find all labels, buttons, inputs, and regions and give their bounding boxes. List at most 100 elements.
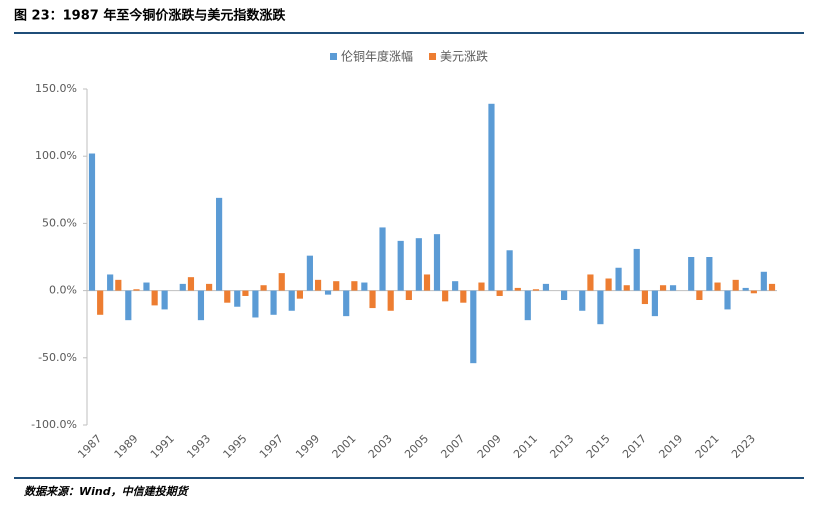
bar [206, 283, 213, 291]
bar [216, 197, 223, 291]
bar [669, 285, 677, 291]
bar [633, 248, 640, 291]
bar [423, 274, 431, 291]
x-tick-label: 1999 [293, 432, 322, 461]
bar [397, 240, 404, 291]
bar [742, 287, 749, 291]
bar [379, 227, 386, 291]
bar [125, 290, 132, 321]
bar [306, 255, 313, 291]
bar [107, 274, 114, 291]
bar [750, 290, 757, 294]
bar [288, 290, 295, 311]
bar [260, 285, 267, 291]
bar [351, 281, 358, 291]
y-tick-label: 150.0% [35, 82, 77, 95]
bar [143, 282, 150, 291]
bar [242, 290, 249, 296]
bar [524, 290, 531, 321]
bar [361, 282, 368, 291]
bar [506, 250, 513, 291]
x-tick-label: 2001 [330, 432, 359, 461]
bar [696, 290, 703, 301]
x-tick-label: 1997 [257, 432, 286, 461]
bar [270, 290, 277, 315]
bar [88, 153, 96, 291]
bar [768, 283, 776, 291]
bar [224, 290, 231, 303]
bar [133, 289, 140, 291]
y-tick-label: 100.0% [35, 149, 77, 162]
bar [452, 281, 459, 291]
bar [278, 273, 285, 291]
bar [542, 283, 550, 291]
legend-swatch [429, 53, 437, 60]
legend-label: 伦铜年度涨幅 [341, 49, 413, 64]
y-tick-label: -100.0% [31, 418, 77, 431]
x-tick-label: 2005 [402, 432, 431, 461]
bar [252, 290, 259, 318]
bar [333, 281, 340, 291]
x-tick-label: 1993 [184, 432, 213, 461]
bar [115, 279, 122, 291]
bar [234, 290, 241, 307]
bar [433, 234, 441, 291]
x-tick-label: 2003 [366, 432, 395, 461]
x-tick-label: 1995 [221, 432, 250, 461]
bar [587, 274, 594, 291]
legend-swatch [330, 53, 337, 60]
bar [478, 282, 485, 291]
bar [561, 290, 568, 301]
bar [369, 290, 376, 309]
y-tick-label: 50.0% [42, 216, 77, 229]
bar [659, 285, 667, 291]
bar [651, 290, 658, 317]
x-tick-label: 2015 [584, 432, 613, 461]
bar [387, 290, 394, 311]
bar [724, 290, 731, 310]
bar [688, 257, 695, 291]
bar [324, 290, 332, 295]
bar [415, 238, 422, 291]
bar [314, 279, 322, 291]
bar [343, 290, 350, 317]
bar [597, 290, 604, 325]
x-tick-label: 2019 [656, 432, 685, 461]
bar [615, 267, 622, 291]
bar [97, 290, 104, 315]
x-tick-label: 2011 [511, 432, 540, 461]
x-tick-label: 2017 [620, 432, 649, 461]
x-tick-label: 2009 [475, 432, 504, 461]
x-tick-label: 2013 [547, 432, 576, 461]
bar [442, 290, 449, 302]
bar [532, 289, 540, 291]
x-tick-label: 2023 [729, 432, 758, 461]
bar [151, 290, 158, 306]
x-tick-label: 2007 [438, 432, 467, 461]
bar [488, 103, 495, 291]
y-tick-label: 0.0% [49, 284, 77, 297]
bar [641, 290, 648, 305]
bar [161, 290, 168, 310]
footer-rule [14, 477, 804, 479]
y-tick-label: -50.0% [38, 351, 77, 364]
bar [460, 290, 467, 303]
bar [187, 277, 195, 291]
bar [623, 285, 630, 291]
bar [179, 283, 186, 291]
legend-label: 美元涨跌 [440, 49, 488, 64]
bar [496, 290, 503, 296]
bar [470, 290, 477, 364]
x-tick-label: 1989 [112, 432, 141, 461]
x-tick-label: 2021 [693, 432, 722, 461]
chart-title: 图 23：1987 年至今铜价涨跌与美元指数涨跌 [14, 8, 286, 24]
bar [714, 282, 721, 291]
x-tick-label: 1987 [75, 432, 104, 461]
bar [405, 290, 412, 301]
header-rule [14, 32, 804, 34]
bar [579, 290, 586, 311]
x-tick-label: 1991 [148, 432, 177, 461]
bar [706, 257, 713, 291]
bar [514, 287, 521, 291]
